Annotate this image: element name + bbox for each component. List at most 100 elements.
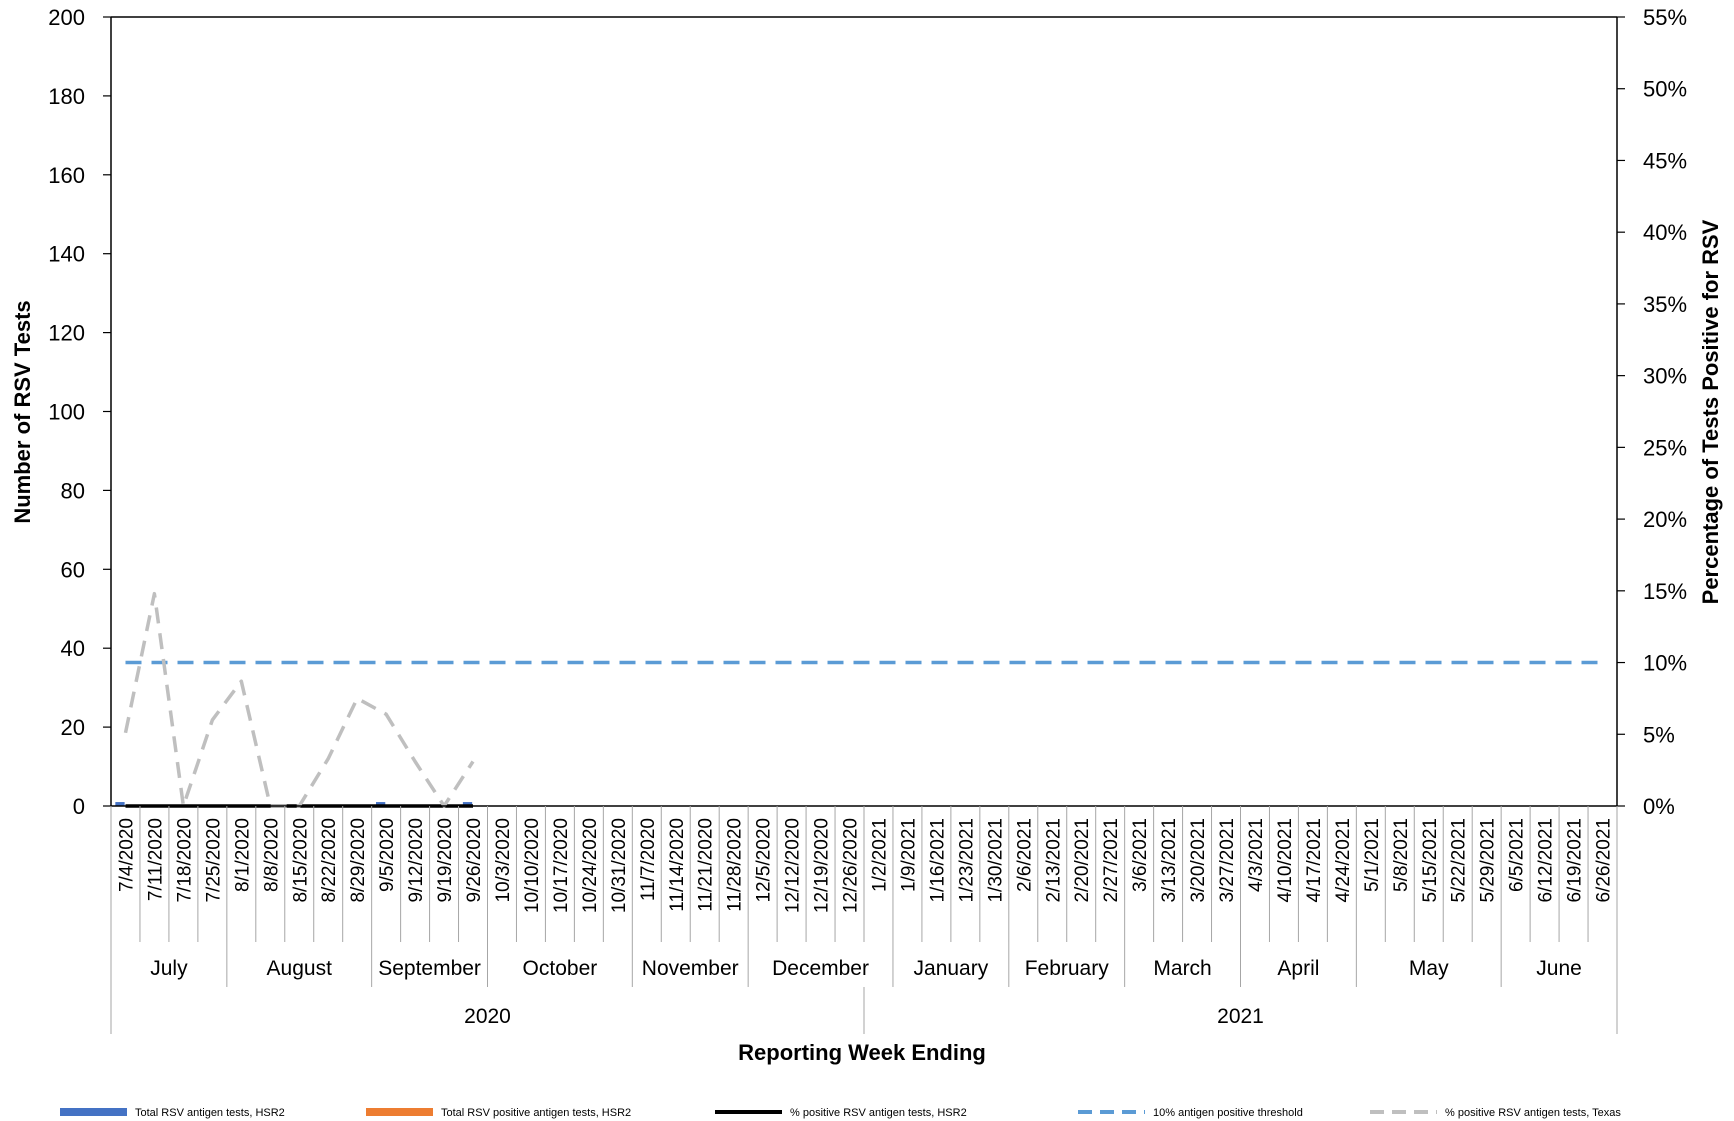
week-label: 1/2/2021 [870,818,891,892]
y-right-tick-label: 20% [1643,507,1687,532]
week-label: 10/10/2020 [522,818,543,913]
week-label: 4/3/2021 [1246,818,1267,892]
week-label: 6/5/2021 [1507,818,1528,892]
week-label: 10/3/2020 [493,818,514,903]
month-label: March [1153,957,1211,980]
month-label: February [1025,957,1110,980]
y-right-tick-label: 0% [1643,794,1675,819]
month-label: September [378,957,481,980]
week-label: 3/27/2021 [1217,818,1238,903]
y-left-tick-label: 80 [61,478,85,503]
week-label: 9/5/2020 [377,818,398,892]
week-label: 6/26/2021 [1594,818,1615,903]
month-label: June [1536,957,1582,980]
week-label: 1/30/2021 [985,818,1006,903]
legend-swatch [60,1108,127,1116]
week-label: 12/19/2020 [812,818,833,913]
y-right-tick-label: 5% [1643,722,1675,747]
week-label: 7/18/2020 [174,818,195,903]
y-right-tick-label: 55% [1643,5,1687,30]
legend-label: 10% antigen positive threshold [1153,1107,1303,1119]
month-label: November [642,957,739,980]
y-right-axis-title: Percentage of Tests Positive for RSV [1698,219,1723,604]
y-right-tick-label: 40% [1643,220,1687,245]
week-label: 11/21/2020 [696,818,717,912]
week-label: 4/17/2021 [1304,818,1325,903]
week-label: 11/14/2020 [667,818,688,912]
week-label: 3/13/2021 [1159,818,1180,903]
week-label: 5/15/2021 [1420,818,1441,903]
week-label: 8/8/2020 [261,818,282,892]
bar [375,802,386,806]
week-label: 5/8/2021 [1391,818,1412,892]
year-label: 2021 [1217,1005,1264,1028]
bar [462,802,473,806]
week-label: 3/6/2021 [1130,818,1151,892]
legend-label: Total RSV antigen tests, HSR2 [135,1107,285,1119]
bar [115,802,125,806]
legend-label: % positive RSV antigen tests, HSR2 [790,1107,967,1119]
y-left-tick-label: 100 [48,400,85,425]
y-right-tick-label: 15% [1643,579,1687,604]
week-label: 9/26/2020 [464,818,485,903]
y-left-tick-label: 40 [61,636,85,661]
month-label: October [523,957,598,980]
legend-label: Total RSV positive antigen tests, HSR2 [441,1107,631,1119]
week-label: 2/20/2021 [1072,818,1093,903]
x-axis-title: Reporting Week Ending [738,1040,986,1065]
week-label: 7/11/2020 [145,818,166,901]
week-label: 8/22/2020 [319,818,340,903]
week-label: 8/29/2020 [348,818,369,903]
y-right-tick-label: 35% [1643,292,1687,317]
week-label: 7/4/2020 [117,818,138,892]
y-right-tick-label: 45% [1643,148,1687,173]
week-label: 8/1/2020 [232,818,253,892]
week-label: 5/1/2021 [1362,818,1383,892]
week-label: 12/26/2020 [841,818,862,913]
week-label: 12/5/2020 [754,818,775,903]
month-label: January [914,957,989,980]
week-label: 7/25/2020 [203,818,224,903]
week-label: 4/24/2021 [1333,818,1354,903]
y-right-tick-label: 25% [1643,435,1687,460]
week-label: 3/20/2021 [1188,818,1209,903]
y-left-tick-label: 180 [48,84,85,109]
y-right-tick-label: 50% [1643,77,1687,102]
y-left-tick-label: 0 [73,794,85,819]
year-label: 2020 [464,1005,511,1028]
week-label: 2/13/2021 [1043,818,1064,903]
month-label: December [772,957,869,980]
week-label: 8/15/2020 [290,818,311,903]
y-left-tick-label: 140 [48,242,85,267]
week-label: 10/24/2020 [580,818,601,913]
legend-label: % positive RSV antigen tests, Texas [1445,1107,1621,1119]
legend: Total RSV antigen tests, HSR2 Total RSV p… [60,1107,1621,1119]
y-left-axis-title: Number of RSV Tests [10,300,35,523]
month-label: August [267,957,333,980]
month-label: July [150,957,188,980]
week-label: 6/19/2021 [1565,818,1586,903]
bars [115,802,473,806]
week-label: 10/17/2020 [551,818,572,913]
axes: 0 20 40 60 80 100 120 140 160 180 200 0% 5% 10% 15% 20%… [48,5,1687,819]
y-left-tick-label: 20 [61,715,85,740]
week-label: 11/7/2020 [638,818,659,901]
week-label: 1/23/2021 [956,818,977,903]
y-left-tick-label: 60 [61,557,85,582]
week-label: 6/12/2021 [1536,818,1557,903]
week-label: 9/12/2020 [406,818,427,903]
week-label: 12/12/2020 [783,818,804,913]
week-label: 1/9/2021 [898,818,919,892]
week-label: 1/16/2021 [927,818,948,903]
week-label: 5/29/2021 [1478,818,1499,903]
week-label: 2/6/2021 [1014,818,1035,892]
legend-swatch [366,1108,433,1116]
y-left-tick-label: 120 [48,321,85,346]
y-right-tick-label: 30% [1643,364,1687,389]
week-label: 5/22/2021 [1449,818,1470,903]
y-left-tick-label: 200 [48,5,85,30]
x-axis-labels: 7/4/2020 7/11/2020 7/18/2020 7/25/2020 8/1/2… [110,805,1618,1034]
week-label: 11/28/2020 [725,818,746,912]
